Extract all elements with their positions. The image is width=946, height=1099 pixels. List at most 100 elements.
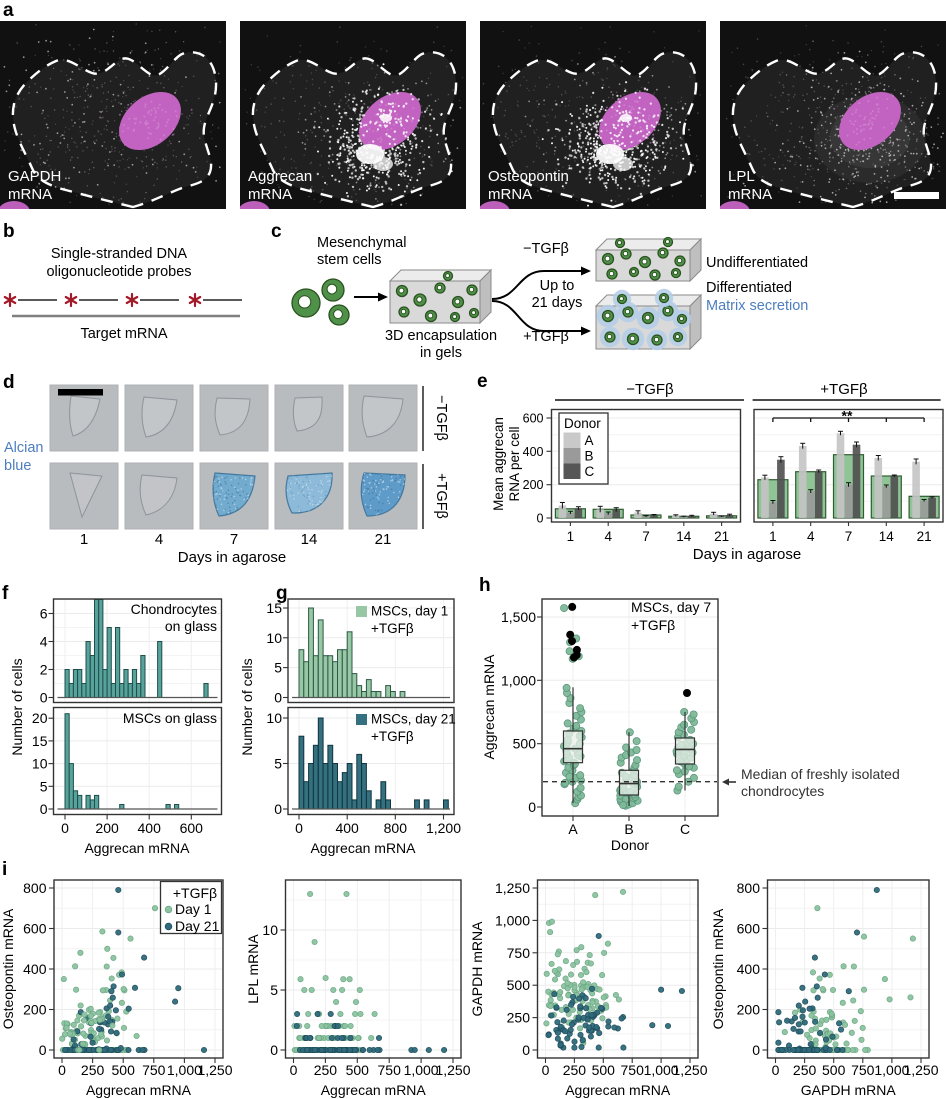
svg-text:4: 4 bbox=[807, 529, 815, 544]
svg-text:b: b bbox=[3, 221, 15, 242]
svg-text:800: 800 bbox=[384, 820, 408, 836]
svg-text:MSCs, day 7: MSCs, day 7 bbox=[631, 599, 711, 615]
svg-text:Mesenchymal: Mesenchymal bbox=[317, 235, 406, 251]
svg-text:LPL mRNA: LPL mRNA bbox=[245, 934, 261, 1004]
svg-text:Osteopontin mRNA: Osteopontin mRNA bbox=[0, 908, 16, 1029]
svg-text:+TGFβ: +TGFβ bbox=[371, 729, 414, 744]
svg-text:0: 0 bbox=[61, 820, 69, 836]
svg-text:oligonucleotide probes: oligonucleotide probes bbox=[46, 264, 191, 280]
svg-text:750: 750 bbox=[378, 1062, 402, 1078]
svg-text:4: 4 bbox=[155, 531, 163, 548]
svg-text:5: 5 bbox=[40, 778, 48, 794]
svg-text:Mean aggrecan: Mean aggrecan bbox=[491, 417, 506, 511]
svg-text:21: 21 bbox=[714, 529, 729, 544]
svg-text:500: 500 bbox=[513, 736, 537, 752]
svg-text:Chondrocytes: Chondrocytes bbox=[131, 601, 217, 617]
svg-text:Osteopontin mRNA: Osteopontin mRNA bbox=[710, 908, 726, 1029]
svg-text:Alcian: Alcian bbox=[4, 440, 44, 456]
svg-text:0: 0 bbox=[274, 690, 282, 706]
svg-text:1,250: 1,250 bbox=[495, 880, 530, 896]
svg-text:250: 250 bbox=[507, 1010, 531, 1026]
svg-text:400: 400 bbox=[335, 820, 359, 836]
svg-text:600: 600 bbox=[23, 921, 47, 937]
svg-text:14: 14 bbox=[301, 531, 318, 548]
svg-text:Matrix secretion: Matrix secretion bbox=[706, 298, 808, 314]
svg-text:A: A bbox=[585, 433, 594, 448]
svg-text:750: 750 bbox=[142, 1062, 166, 1078]
svg-text:B: B bbox=[624, 821, 633, 837]
svg-text:5: 5 bbox=[270, 982, 278, 998]
svg-text:GAPDH: GAPDH bbox=[8, 168, 61, 185]
svg-text:MSCs on glass: MSCs on glass bbox=[123, 710, 217, 726]
svg-text:1,500: 1,500 bbox=[501, 609, 536, 625]
svg-text:600: 600 bbox=[180, 820, 204, 836]
svg-text:4: 4 bbox=[604, 529, 612, 544]
svg-text:MSCs, day 21: MSCs, day 21 bbox=[371, 712, 456, 727]
svg-text:3D encapsulation: 3D encapsulation bbox=[385, 328, 497, 344]
svg-text:+TGFβ: +TGFβ bbox=[820, 381, 868, 398]
svg-text:0: 0 bbox=[290, 1062, 298, 1078]
svg-text:c: c bbox=[271, 221, 282, 242]
svg-text:500: 500 bbox=[822, 1062, 846, 1078]
svg-text:Day 1: Day 1 bbox=[175, 901, 212, 917]
svg-text:C: C bbox=[680, 821, 690, 837]
svg-text:Day 21: Day 21 bbox=[175, 918, 220, 934]
svg-text:500: 500 bbox=[507, 977, 531, 993]
svg-text:Donor: Donor bbox=[611, 837, 649, 853]
svg-text:250: 250 bbox=[314, 1062, 338, 1078]
svg-text:400: 400 bbox=[23, 961, 47, 977]
svg-text:1,250: 1,250 bbox=[197, 1062, 232, 1078]
svg-text:GAPDH mRNA: GAPDH mRNA bbox=[801, 1082, 897, 1098]
svg-text:Donor: Donor bbox=[564, 416, 601, 431]
svg-text:mRNA: mRNA bbox=[728, 186, 772, 203]
svg-text:0: 0 bbox=[528, 799, 536, 815]
svg-text:600: 600 bbox=[737, 921, 761, 937]
svg-text:Up to: Up to bbox=[540, 278, 575, 294]
svg-text:0: 0 bbox=[522, 1042, 530, 1058]
svg-text:0: 0 bbox=[274, 801, 282, 817]
svg-text:0: 0 bbox=[40, 801, 48, 817]
svg-text:400: 400 bbox=[737, 961, 761, 977]
svg-text:chondrocytes: chondrocytes bbox=[741, 783, 824, 799]
svg-text:10: 10 bbox=[262, 922, 278, 938]
svg-text:6: 6 bbox=[40, 606, 48, 622]
svg-text:2: 2 bbox=[40, 662, 48, 678]
svg-text:+TGFβ: +TGFβ bbox=[631, 617, 675, 633]
svg-text:Aggrecan mRNA: Aggrecan mRNA bbox=[565, 1082, 671, 1098]
svg-text:mRNA: mRNA bbox=[248, 186, 292, 203]
svg-text:1: 1 bbox=[769, 529, 777, 544]
svg-text:in gels: in gels bbox=[420, 345, 462, 361]
svg-text:0: 0 bbox=[772, 1062, 780, 1078]
svg-text:5: 5 bbox=[274, 660, 282, 676]
svg-text:mRNA: mRNA bbox=[8, 186, 52, 203]
svg-text:−TGFβ: −TGFβ bbox=[626, 381, 674, 398]
svg-text:1,000: 1,000 bbox=[644, 1062, 679, 1078]
svg-text:7: 7 bbox=[230, 531, 238, 548]
svg-text:0: 0 bbox=[542, 1062, 550, 1078]
svg-text:0: 0 bbox=[39, 1042, 47, 1058]
svg-text:200: 200 bbox=[23, 1002, 47, 1018]
svg-text:1,000: 1,000 bbox=[404, 1062, 439, 1078]
svg-text:7: 7 bbox=[642, 529, 650, 544]
svg-text:14: 14 bbox=[676, 529, 692, 544]
svg-text:LPL: LPL bbox=[728, 168, 755, 185]
svg-text:Aggrecan mRNA: Aggrecan mRNA bbox=[321, 1082, 427, 1098]
svg-text:750: 750 bbox=[621, 1062, 645, 1078]
svg-text:Median of freshly isolated: Median of freshly isolated bbox=[741, 766, 900, 782]
svg-text:MSCs, day 1: MSCs, day 1 bbox=[371, 604, 448, 619]
svg-text:750: 750 bbox=[851, 1062, 875, 1078]
svg-text:1,250: 1,250 bbox=[672, 1062, 707, 1078]
svg-text:i: i bbox=[2, 859, 7, 880]
svg-text:800: 800 bbox=[737, 880, 761, 896]
svg-text:h: h bbox=[479, 575, 491, 596]
svg-text:mRNA: mRNA bbox=[488, 186, 532, 203]
svg-text:B: B bbox=[585, 449, 594, 464]
svg-text:+TGFβ: +TGFβ bbox=[433, 473, 449, 519]
svg-text:e: e bbox=[477, 371, 488, 392]
svg-text:500: 500 bbox=[112, 1062, 136, 1078]
svg-text:A: A bbox=[568, 821, 578, 837]
svg-text:1,000: 1,000 bbox=[874, 1062, 909, 1078]
svg-text:14: 14 bbox=[879, 529, 895, 544]
svg-text:400: 400 bbox=[138, 820, 162, 836]
svg-text:250: 250 bbox=[81, 1062, 105, 1078]
